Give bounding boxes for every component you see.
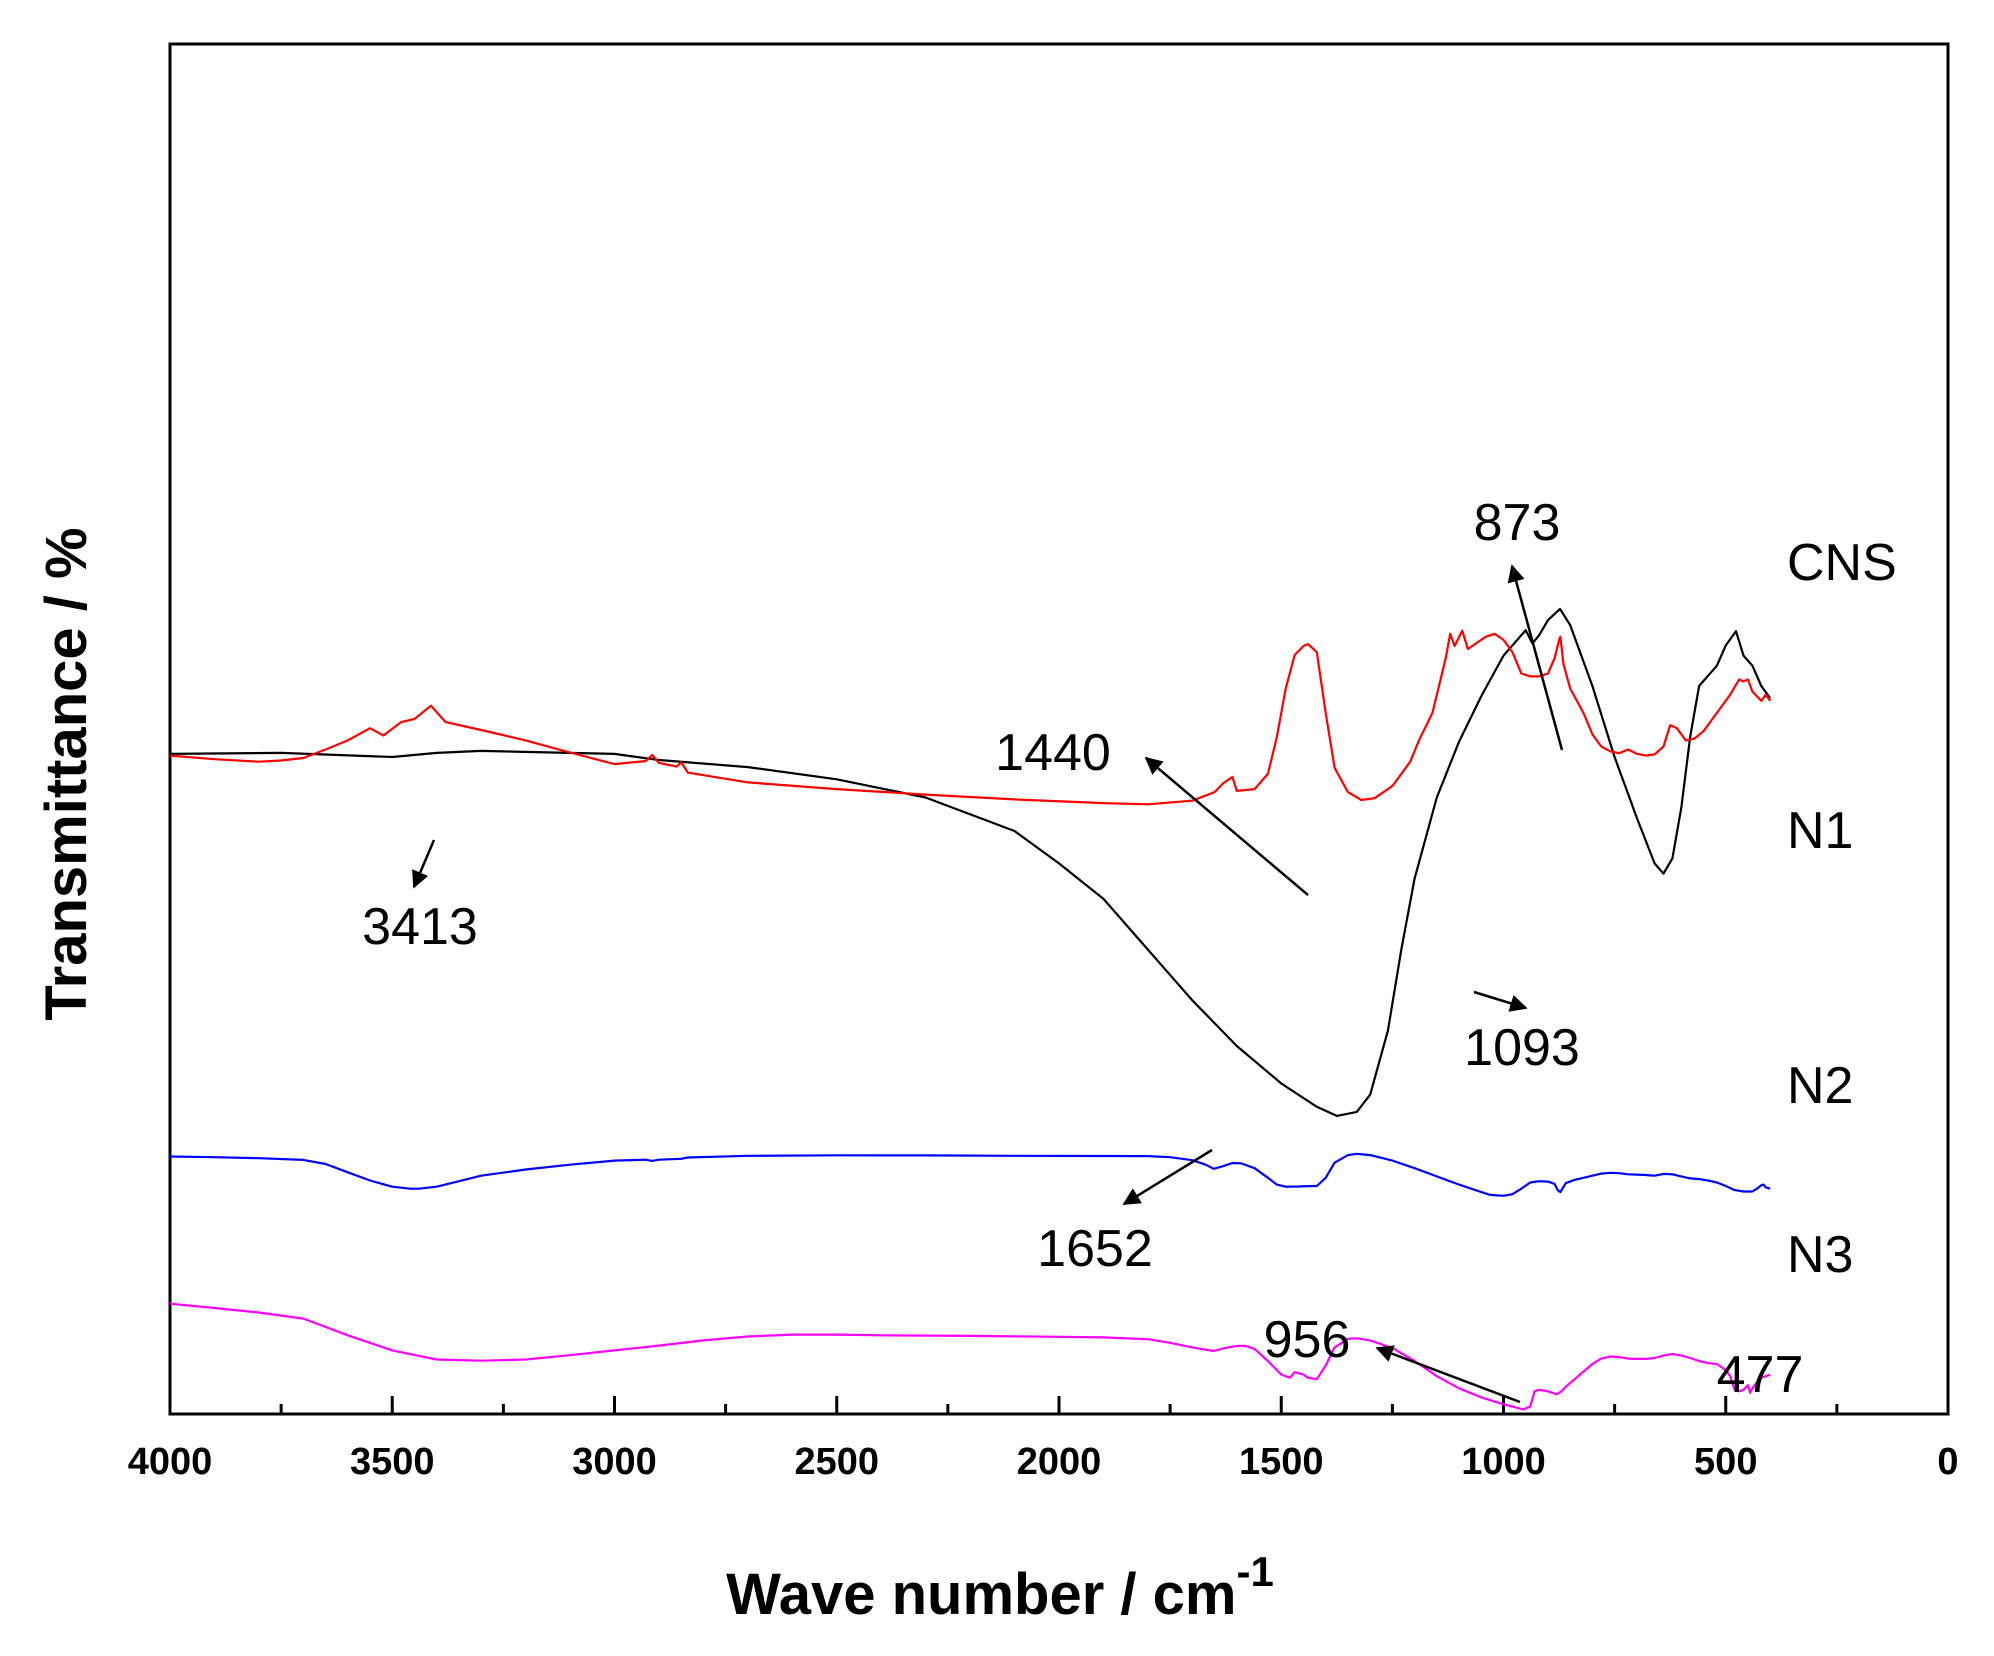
annotation-label-1093: 1093 [1464,1019,1580,1077]
annotation-label-956: 956 [1264,1311,1351,1369]
annotation-label-477: 477 [1717,1346,1804,1404]
x-tick-label: 3500 [350,1441,435,1483]
annotation-arrow-956 [1375,1345,1521,1404]
x-tick-label: 500 [1694,1441,1757,1483]
series-layer: CNS N1 N2 N3 [169,534,1897,1411]
x-axis-title: Wave number / cm-1 [726,1548,1274,1627]
x-axis-title-text: Wave number / cm [726,1562,1236,1627]
x-tick-label: 1000 [1461,1441,1546,1483]
annotation-label-1652: 1652 [1037,1220,1153,1278]
series-n3-line [169,1302,1771,1411]
annotation-layer: 873 3413 1440 1093 1652 956 477 [362,494,1803,1404]
annotation-label-873: 873 [1474,494,1561,552]
series-n2-line [169,1152,1771,1197]
x-tick-label: 2000 [1017,1441,1102,1483]
annotation-label-3413: 3413 [362,898,478,956]
series-cns-line [169,607,1772,1117]
x-tick-label: 3000 [572,1441,657,1483]
annotation-arrow-3413 [412,839,436,889]
x-axis-ticks: 4000 3500 3000 2500 2000 1500 1000 500 0 [128,1396,1959,1483]
x-tick-label: 1500 [1239,1441,1324,1483]
series-label-n1: N1 [1787,802,1853,860]
x-tick-label: 4000 [128,1441,213,1483]
series-label-n2: N2 [1787,1057,1853,1115]
series-label-cns: CNS [1787,534,1897,592]
series-n1-line [169,629,1772,806]
annotation-arrow-1652 [1122,1148,1213,1206]
series-label-n3: N3 [1787,1226,1853,1284]
x-tick-label: 0 [1937,1441,1958,1483]
annotation-arrow-873 [1507,564,1564,751]
annotation-arrow-1440 [1144,756,1309,896]
y-axis-title: Transmittance / % [34,527,99,1020]
x-axis-title-superscript: -1 [1236,1548,1273,1595]
annotation-label-1440: 1440 [995,724,1111,782]
x-tick-label: 2500 [794,1441,879,1483]
annotation-arrow-1093 [1473,990,1528,1012]
